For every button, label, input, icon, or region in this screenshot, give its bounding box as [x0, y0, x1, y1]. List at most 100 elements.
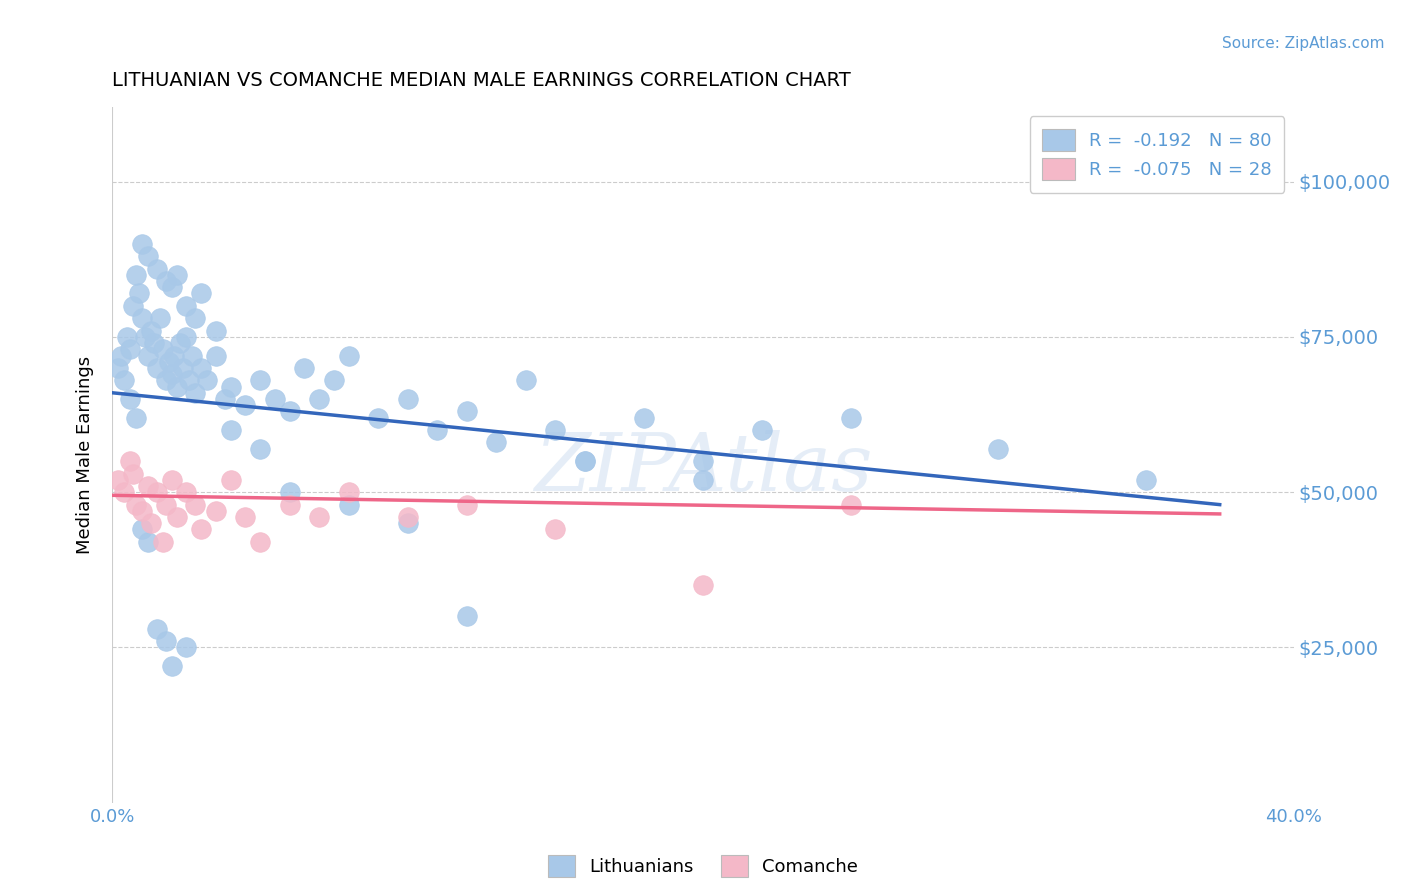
Point [122, 299, 145, 313]
Point [131, 236, 153, 251]
Point [107, 473, 129, 487]
Point [163, 349, 186, 363]
Point [205, 504, 228, 518]
Point [120, 454, 142, 468]
Point [152, 534, 174, 549]
Point [292, 360, 315, 375]
Point [249, 373, 271, 387]
Point [987, 442, 1010, 456]
Point [174, 299, 197, 313]
Point [174, 640, 197, 655]
Point [160, 367, 183, 381]
Point [190, 523, 212, 537]
Point [692, 473, 714, 487]
Legend: Lithuanians, Comanche: Lithuanians, Comanche [540, 847, 866, 884]
Point [160, 659, 183, 673]
Point [139, 324, 162, 338]
Point [160, 473, 183, 487]
Point [692, 454, 714, 468]
Point [131, 311, 153, 326]
Point [112, 485, 135, 500]
Point [160, 280, 183, 294]
Point [205, 324, 228, 338]
Point [139, 516, 162, 531]
Point [205, 349, 228, 363]
Point [515, 373, 537, 387]
Text: Source: ZipAtlas.com: Source: ZipAtlas.com [1222, 36, 1385, 51]
Point [396, 392, 419, 406]
Point [456, 404, 478, 418]
Point [544, 523, 567, 537]
Text: ZIPAtlas: ZIPAtlas [534, 430, 872, 508]
Point [323, 373, 346, 387]
Point [122, 467, 145, 481]
Point [456, 609, 478, 624]
Point [396, 516, 419, 531]
Point [125, 410, 148, 425]
Point [633, 410, 655, 425]
Point [155, 274, 177, 288]
Point [278, 404, 301, 418]
Point [174, 330, 197, 344]
Point [181, 349, 204, 363]
Point [146, 622, 169, 636]
Point [219, 423, 242, 437]
Point [249, 442, 271, 456]
Point [190, 360, 212, 375]
Point [184, 311, 207, 326]
Point [155, 373, 177, 387]
Point [134, 330, 156, 344]
Point [839, 498, 862, 512]
Point [146, 360, 169, 375]
Point [146, 485, 169, 500]
Point [337, 485, 360, 500]
Point [264, 392, 287, 406]
Point [112, 373, 135, 387]
Point [172, 360, 194, 375]
Point [155, 634, 177, 648]
Point [136, 534, 159, 549]
Point [166, 510, 188, 524]
Text: LITHUANIAN VS COMANCHE MEDIAN MALE EARNINGS CORRELATION CHART: LITHUANIAN VS COMANCHE MEDIAN MALE EARNI… [112, 71, 851, 90]
Point [396, 510, 419, 524]
Point [278, 485, 301, 500]
Point [131, 523, 153, 537]
Point [136, 349, 159, 363]
Point [426, 423, 449, 437]
Point [367, 410, 389, 425]
Point [692, 578, 714, 592]
Point [157, 355, 180, 369]
Point [544, 423, 567, 437]
Point [152, 343, 174, 357]
Point [214, 392, 236, 406]
Point [184, 385, 207, 400]
Point [155, 498, 177, 512]
Point [136, 249, 159, 263]
Point [1135, 473, 1157, 487]
Point [249, 534, 271, 549]
Point [751, 423, 773, 437]
Point [233, 398, 256, 412]
Point [166, 379, 188, 393]
Y-axis label: Median Male Earnings: Median Male Earnings [76, 356, 94, 554]
Point [131, 504, 153, 518]
Point [308, 392, 330, 406]
Point [120, 392, 142, 406]
Point [142, 336, 165, 351]
Point [190, 286, 212, 301]
Point [107, 360, 129, 375]
Point [149, 311, 172, 326]
Point [125, 268, 148, 282]
Point [117, 330, 138, 344]
Point [278, 498, 301, 512]
Point [195, 373, 218, 387]
Point [110, 349, 132, 363]
Point [485, 435, 508, 450]
Point [174, 485, 197, 500]
Point [136, 479, 159, 493]
Point [337, 498, 360, 512]
Point [839, 410, 862, 425]
Point [184, 498, 207, 512]
Point [169, 336, 191, 351]
Point [456, 498, 478, 512]
